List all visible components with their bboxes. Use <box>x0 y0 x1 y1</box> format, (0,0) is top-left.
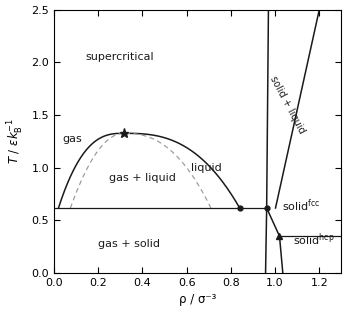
Text: gas: gas <box>63 134 83 144</box>
Text: gas + solid: gas + solid <box>98 238 160 249</box>
Text: solid$^{\mathregular{fcc}}$: solid$^{\mathregular{fcc}}$ <box>282 198 320 214</box>
X-axis label: ρ / σ⁻³: ρ / σ⁻³ <box>179 294 216 306</box>
Text: solid + liquid: solid + liquid <box>268 74 307 135</box>
Text: supercritical: supercritical <box>86 52 154 62</box>
Text: solid$^{\mathregular{hcp}}$: solid$^{\mathregular{hcp}}$ <box>293 232 335 248</box>
Text: gas + liquid: gas + liquid <box>109 173 176 183</box>
Y-axis label: $T\ /\ \varepsilon k_\mathrm{B}^{-1}$: $T\ /\ \varepsilon k_\mathrm{B}^{-1}$ <box>6 118 26 164</box>
Text: liquid: liquid <box>191 163 222 173</box>
